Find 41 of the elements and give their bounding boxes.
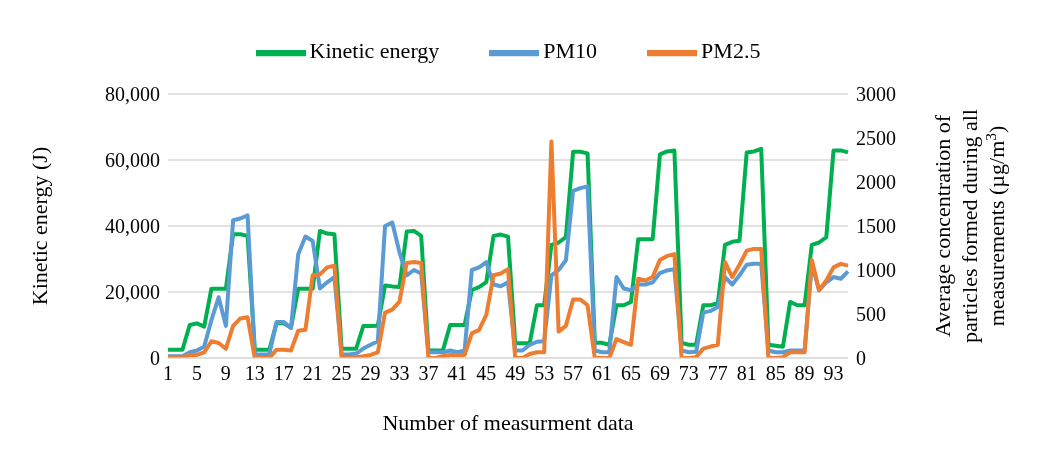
x-tick-label: 73	[678, 362, 699, 385]
x-tick-label: 65	[620, 362, 641, 385]
x-tick-label: 89	[794, 362, 815, 385]
x-tick-label: 9	[220, 362, 231, 385]
legend-label: PM2.5	[701, 38, 761, 64]
y2-tick-label: 2000	[856, 171, 896, 194]
x-tick-label: 29	[360, 362, 381, 385]
x-tick-label: 45	[476, 362, 497, 385]
x-tick-label: 85	[765, 362, 786, 385]
y-tick-label: 0	[150, 347, 160, 370]
y-axis-title: Kinetic energy (J)	[27, 146, 52, 306]
legend-label: PM10	[543, 38, 598, 64]
x-tick-label: 41	[447, 362, 468, 385]
x-tick-label: 69	[649, 362, 670, 385]
y-tick-label: 80,000	[105, 83, 160, 106]
y-tick-label: 20,000	[105, 281, 160, 304]
x-tick-label: 17	[273, 362, 294, 385]
x-tick-label: 13	[244, 362, 265, 385]
x-tick-label: 21	[302, 362, 323, 385]
x-tick-label: 81	[736, 362, 757, 385]
x-tick-label: 57	[563, 362, 584, 385]
x-tick-label: 77	[707, 362, 728, 385]
y-tick-label: 40,000	[105, 215, 160, 238]
y2-tick-label: 500	[856, 303, 886, 326]
x-tick-label: 93	[823, 362, 844, 385]
y2-tick-label: 2500	[856, 127, 896, 150]
y2-tick-label: 1500	[856, 215, 896, 238]
x-tick-label: 5	[191, 362, 202, 385]
x-tick-label: 1	[163, 362, 173, 385]
y-tick-label: 60,000	[105, 149, 160, 172]
x-tick-label: 33	[389, 362, 410, 385]
y2-tick-label: 1000	[856, 259, 896, 282]
x-tick-label: 25	[331, 362, 352, 385]
x-tick-label: 49	[505, 362, 526, 385]
y2-tick-label: 3000	[856, 83, 896, 106]
x-axis-title: Number of measurment data	[382, 410, 634, 435]
x-tick-label: 61	[592, 362, 613, 385]
y2-tick-label: 0	[856, 347, 866, 370]
x-tick-label: 53	[534, 362, 555, 385]
x-tick-label: 37	[418, 362, 439, 385]
legend-label: Kinetic energy	[309, 38, 440, 64]
